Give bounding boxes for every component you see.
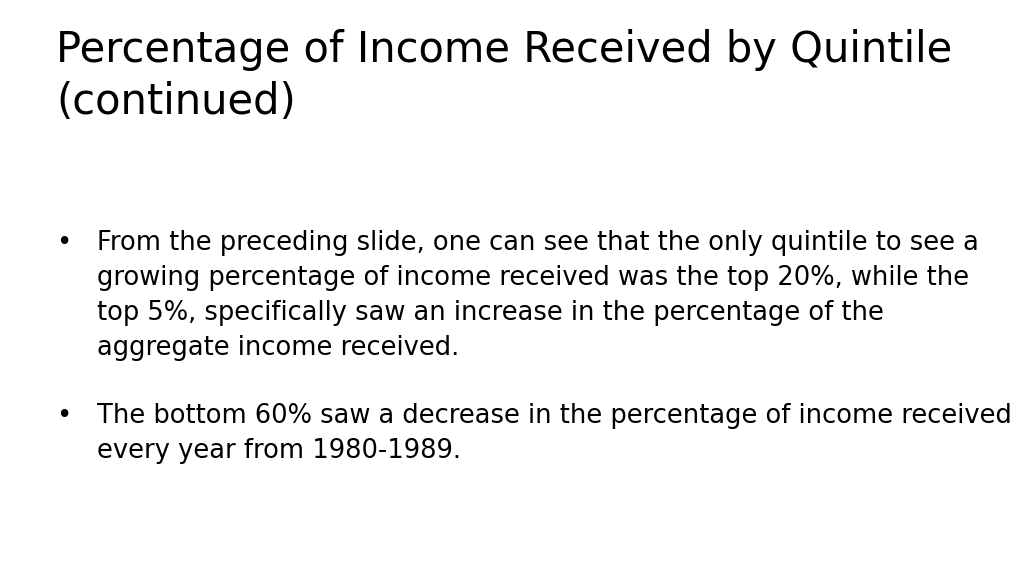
Text: •: •: [56, 230, 72, 256]
Text: Percentage of Income Received by Quintile
(continued): Percentage of Income Received by Quintil…: [56, 29, 952, 123]
Text: •: •: [56, 403, 72, 429]
Text: The bottom 60% saw a decrease in the percentage of income received
every year fr: The bottom 60% saw a decrease in the per…: [97, 403, 1012, 464]
Text: From the preceding slide, one can see that the only quintile to see a
growing pe: From the preceding slide, one can see th…: [97, 230, 979, 361]
